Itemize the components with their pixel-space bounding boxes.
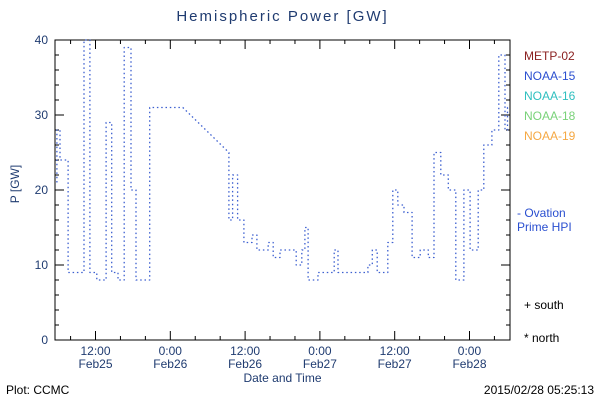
y-tick-label: 30 [35,108,49,122]
x-tick-date-label: Feb27 [378,357,412,371]
y-tick-label: 20 [35,183,49,197]
legend-satellite: NOAA-18 [524,109,576,123]
x-tick-time-label: 12:00 [380,344,410,358]
legend-north-marker: * north [524,331,560,345]
chart-title: Hemispheric Power [GW] [176,8,389,25]
x-axis-label: Date and Time [243,371,322,385]
legend-ovation: - Ovation Prime HPI [517,206,572,234]
footer-timestamp: 2015/02/28 05:25:13 [483,383,594,397]
plot-border [54,39,511,341]
y-tick-label: 10 [35,258,49,272]
y-tick-label: 0 [41,333,48,347]
legend-satellites: METP-02 NOAA-15 NOAA-16 NOAA-18 NOAA-19 [524,46,575,146]
x-tick-date-label: Feb26 [228,357,262,371]
legend-satellite: NOAA-16 [524,89,576,103]
legend-ovation-line2: Prime HPI [517,220,572,234]
x-tick-date-label: Feb27 [303,357,337,371]
legend-satellite: NOAA-15 [524,69,576,83]
x-tick-date-label: Feb28 [452,357,486,371]
x-tick-time-label: 0:00 [458,344,482,358]
footer-plot-source: Plot: CCMC [6,383,70,397]
legend-satellite: METP-02 [524,49,575,63]
legend-satellite: NOAA-19 [524,129,576,143]
x-tick-time-label: 12:00 [80,344,110,358]
legend-south-marker: + south [524,298,564,312]
x-tick-time-label: 0:00 [308,344,332,358]
x-tick-time-label: 0:00 [159,344,183,358]
x-tick-date-label: Feb25 [78,357,112,371]
x-tick-date-label: Feb26 [153,357,187,371]
y-tick-label: 40 [35,33,49,47]
data-series-line [56,39,510,281]
legend-ovation-line1: - Ovation [517,206,566,220]
x-tick-time-label: 12:00 [230,344,260,358]
